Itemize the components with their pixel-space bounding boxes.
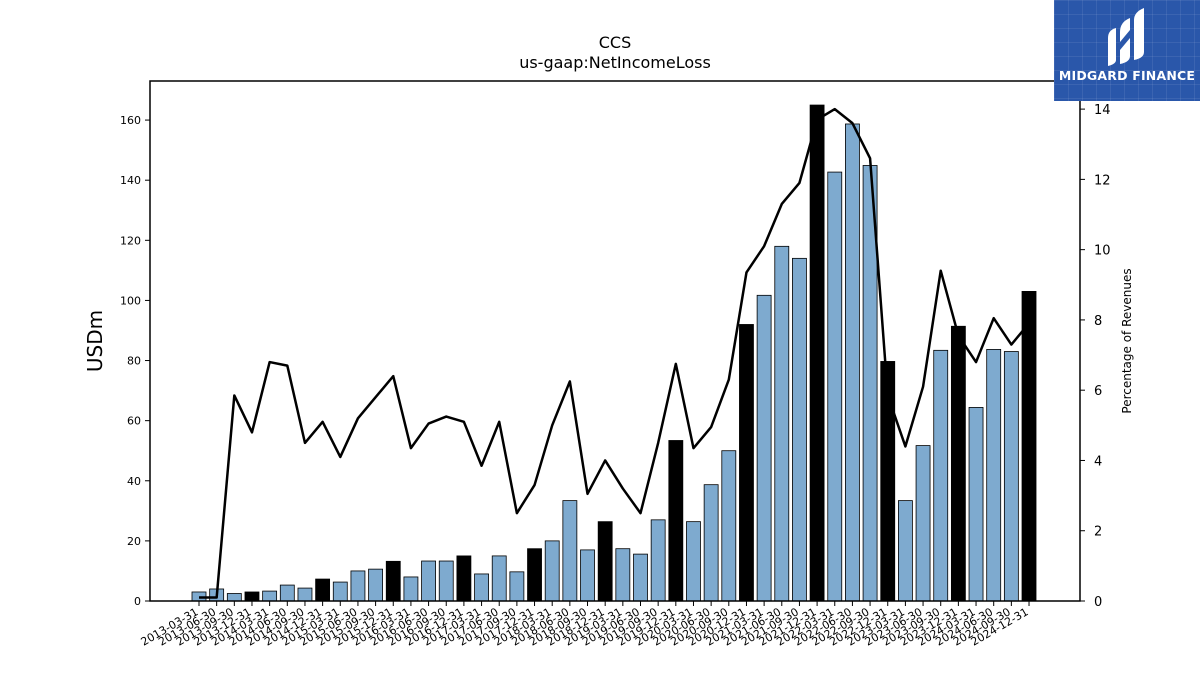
- y2-tick-label: 6: [1094, 384, 1102, 399]
- bar-2020-12-31: [739, 324, 754, 602]
- bar-2015-12-31: [385, 560, 401, 602]
- bar-2016-03-31: [403, 576, 419, 602]
- logo-text: MIDGARD FINANCE: [1058, 68, 1196, 83]
- bar-2020-06-30: [703, 484, 719, 602]
- bar-2024-09-30: [1003, 351, 1019, 602]
- y2-axis-label: Percentage of Revenues: [1120, 268, 1134, 413]
- chart-title: CCS: [599, 33, 632, 52]
- bar-2020-03-31: [686, 521, 701, 602]
- midgard-finance-logo: MIDGARD FINANCE: [1054, 0, 1200, 101]
- chart-subtitle: us-gaap:NetIncomeLoss: [519, 53, 711, 72]
- bar-2023-12-31: [950, 325, 966, 602]
- bar-2023-06-30: [915, 445, 931, 602]
- bar-2018-06-30: [562, 500, 578, 602]
- bar-2016-09-30: [438, 560, 454, 602]
- bar-2024-03-31: [968, 407, 984, 602]
- x-axis: 2013-03-312013-06-302013-09-302013-12-31…: [139, 601, 1031, 649]
- y2-tick-label: 0: [1094, 595, 1102, 610]
- y-tick-label: 120: [120, 234, 141, 247]
- bar-2017-06-30: [491, 555, 507, 602]
- y-tick-label: 60: [127, 415, 141, 428]
- bar-series: [191, 104, 1037, 602]
- bar-2019-06-30: [633, 553, 648, 602]
- bar-2018-03-31: [544, 540, 560, 602]
- y2-tick-label: 8: [1094, 314, 1102, 329]
- bar-2014-09-30: [297, 587, 313, 602]
- y-tick-label: 0: [134, 595, 141, 608]
- bar-2021-03-31: [756, 294, 772, 602]
- bar-2021-09-30: [792, 257, 807, 602]
- bar-2017-09-30: [509, 571, 525, 602]
- bar-2013-09-30: [226, 593, 242, 602]
- y-tick-label: 100: [120, 294, 141, 307]
- bar-2014-06-30: [279, 584, 295, 602]
- y-axis-label: USDm: [83, 310, 107, 372]
- bar-2015-03-31: [332, 581, 348, 602]
- bar-2015-09-30: [368, 568, 384, 602]
- bar-2017-03-31: [474, 573, 489, 602]
- bar-2019-12-31: [668, 440, 684, 602]
- y-axis: 0 20 40 60 80 100 120 140 160: [120, 114, 150, 608]
- bar-2023-09-30: [933, 349, 949, 602]
- bar-2019-03-31: [615, 548, 631, 602]
- midgard-logo-icon: [1108, 8, 1144, 66]
- y2-tick-label: 10: [1094, 244, 1111, 259]
- line-series: [199, 107, 1030, 599]
- bar-2015-06-30: [350, 570, 366, 602]
- bar-2022-06-30: [845, 123, 860, 602]
- bar-2021-06-30: [774, 245, 790, 602]
- bar-2022-03-31: [827, 171, 843, 602]
- y2-tick-label: 4: [1094, 454, 1102, 469]
- percentage-line: [199, 107, 1030, 599]
- y-tick-label: 40: [127, 475, 141, 488]
- bar-2013-12-31: [244, 591, 260, 602]
- bar-2014-03-31: [262, 590, 278, 602]
- y-tick-label: 20: [127, 535, 141, 548]
- y-tick-label: 80: [127, 355, 141, 368]
- bar-2014-12-31: [315, 578, 331, 602]
- bar-2016-06-30: [421, 560, 436, 602]
- bar-2018-09-30: [580, 549, 595, 602]
- y2-tick-label: 12: [1094, 173, 1111, 188]
- y-tick-label: 140: [120, 174, 141, 187]
- y2-tick-label: 2: [1094, 525, 1102, 540]
- bar-2017-12-31: [527, 548, 542, 602]
- y-tick-label: 160: [120, 114, 141, 127]
- bar-2024-06-30: [986, 349, 1002, 602]
- bar-2019-09-30: [650, 519, 666, 602]
- bar-2020-09-30: [721, 450, 737, 602]
- y2-tick-label: 14: [1094, 103, 1111, 118]
- bar-2024-12-31: [1021, 290, 1037, 602]
- bar-2021-12-31: [809, 104, 825, 602]
- y2-axis: 0 2 4 6 8 10 12 14: [1080, 103, 1111, 610]
- bar-2016-12-31: [456, 555, 472, 602]
- bar-2023-03-31: [898, 500, 913, 602]
- bar-2018-12-31: [597, 521, 613, 602]
- plot-frame: [149, 80, 1081, 602]
